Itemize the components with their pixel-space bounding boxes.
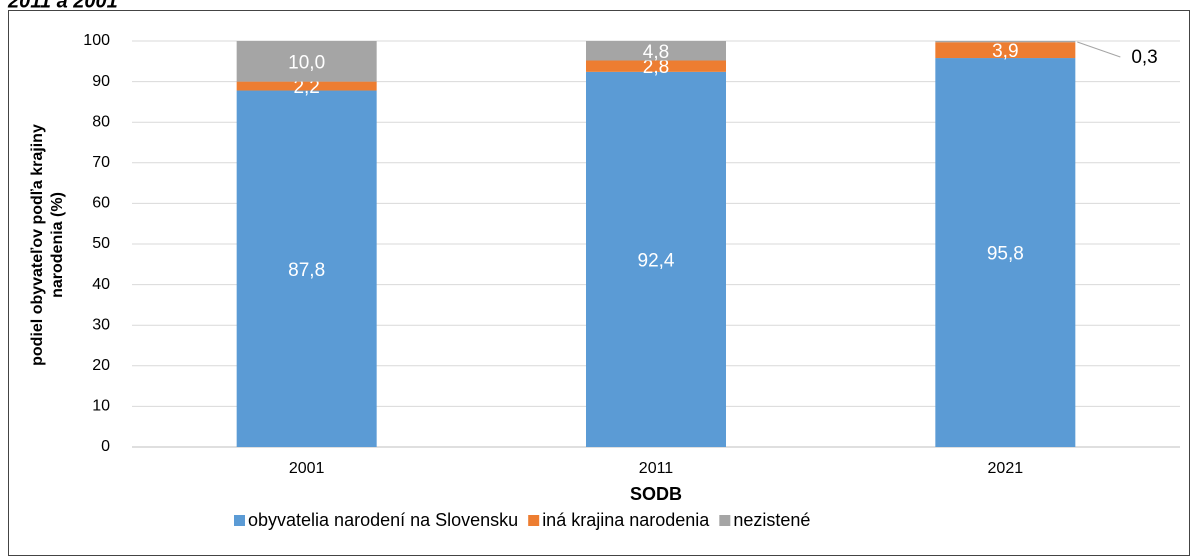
y-tick-label: 30 (92, 316, 110, 333)
data-label: 95,8 (987, 244, 1024, 265)
legend-swatch (528, 515, 540, 526)
y-tick-label: 60 (92, 195, 110, 212)
data-label: 2,8 (643, 57, 669, 78)
legend-swatch (719, 515, 731, 526)
bar-segment (236, 81, 377, 91)
y-axis-label-line: narodenia (%) (49, 192, 66, 298)
y-axis-label-line: podiel obyvateľov podľa krajiny (29, 124, 46, 366)
legend-swatch (234, 515, 245, 526)
y-axis-label: podiel obyvateľov podľa krajiny narodeni… (29, 124, 66, 366)
data-label: 4,8 (643, 42, 669, 63)
bar-segment (935, 42, 1076, 59)
data-label: 2,2 (293, 77, 319, 98)
x-tick-label: 2001 (289, 460, 325, 477)
legend-label: iná krajina narodenia (542, 510, 710, 530)
data-label: 10,0 (288, 52, 325, 73)
y-tick-label: 40 (92, 276, 110, 293)
bar-segment (935, 58, 1076, 447)
data-label: 3,9 (992, 41, 1018, 62)
x-tick-label: 2021 (988, 460, 1024, 477)
legend-label: obyvatelia narodení na Slovensku (248, 510, 518, 530)
x-axis-label: SODB (630, 484, 682, 504)
y-tick-label: 0 (101, 438, 110, 455)
y-tick-label: 80 (92, 113, 110, 130)
y-tick-label: 20 (92, 357, 110, 374)
bar-segment (236, 41, 377, 82)
data-label: 0,3 (1131, 47, 1157, 68)
bar-segment (586, 71, 726, 447)
y-tick-label: 10 (92, 398, 110, 415)
leader-line (1077, 41, 1121, 58)
bar-segment (586, 41, 726, 61)
y-tick-label: 50 (92, 235, 110, 252)
legend-label: nezistené (733, 510, 810, 530)
y-tick-label: 90 (92, 73, 110, 90)
data-label: 92,4 (638, 250, 675, 271)
y-tick-label: 100 (83, 32, 110, 49)
legend: obyvatelia narodení na Slovensku iná kraj… (234, 510, 810, 530)
chart-title: 2011 a 2001 (7, 0, 118, 12)
x-tick-label: 2011 (639, 460, 674, 477)
bar-segment (586, 60, 726, 72)
bar-segment (236, 90, 377, 448)
data-label: 87,8 (288, 260, 325, 281)
bar-segment (935, 41, 1076, 43)
y-tick-label: 70 (92, 154, 110, 171)
